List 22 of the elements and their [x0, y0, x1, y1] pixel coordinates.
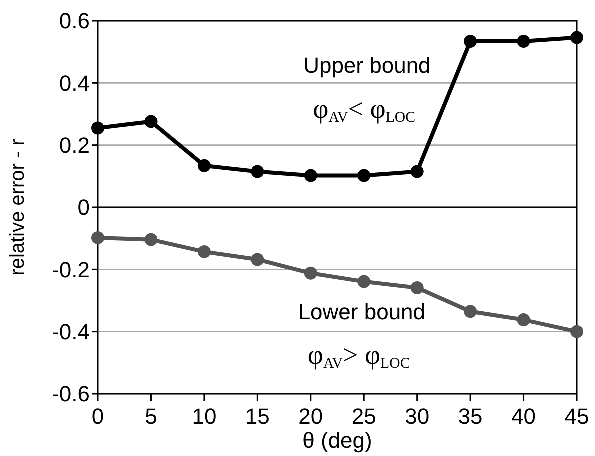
annotation: Lower bound	[298, 299, 426, 324]
y-tick-label: -0.4	[52, 320, 90, 345]
y-tick-label: 0.4	[59, 70, 90, 96]
annotation: φ$_{AV}$< φ$_{LOC}$	[313, 94, 416, 126]
x-tick-label: 15	[245, 404, 270, 429]
y-tick-label: -0.6	[52, 382, 90, 407]
annotation: φ$_{AV}$> φ$_{LOC}$	[308, 340, 410, 372]
x-tick-label: 30	[405, 404, 430, 429]
annotation: Upper bound	[304, 53, 431, 78]
y-tick-label: 0	[78, 195, 90, 220]
x-tick-label: 35	[458, 404, 483, 429]
y-tick-label: -0.2	[52, 257, 90, 282]
x-tick-label: 5	[145, 404, 158, 429]
x-tick-label: 25	[352, 404, 376, 429]
x-axis-title: θ (deg)	[302, 428, 372, 453]
y-tick-label: 0.6	[59, 8, 90, 34]
x-tick-label: 10	[192, 404, 217, 429]
x-tick-label: 20	[298, 404, 324, 429]
x-tick-label: 40	[512, 404, 536, 429]
y-axis-title: relative error - r	[7, 138, 29, 276]
x-tick-label: 45	[564, 404, 590, 429]
y-tick-label: 0.2	[59, 133, 90, 158]
